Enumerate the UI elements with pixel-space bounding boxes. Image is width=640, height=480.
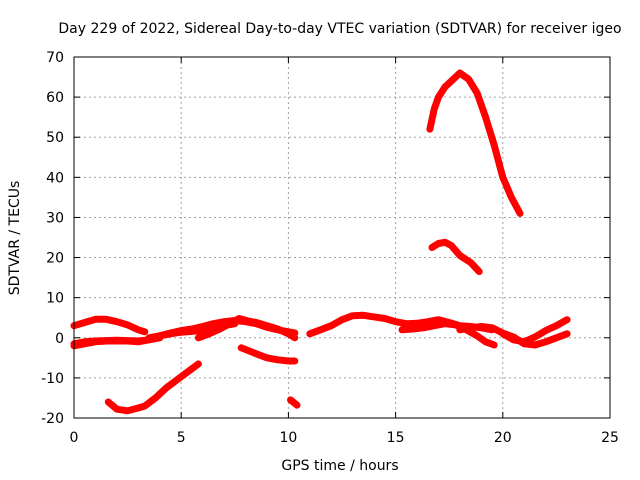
x-tick-label: 5	[177, 430, 186, 446]
x-tick-label: 25	[601, 430, 619, 446]
series-arc-14	[428, 238, 483, 276]
x-axis-label: GPS time / hours	[281, 458, 398, 474]
y-tick-label: 50	[46, 130, 64, 146]
series-arc-3	[70, 334, 164, 350]
series-arc-12	[499, 316, 571, 346]
y-axis-label: SDTVAR / TECUs	[7, 181, 23, 296]
series-arc-8	[287, 396, 301, 409]
x-tick-label: 0	[70, 430, 79, 446]
x-tick-label: 20	[494, 430, 512, 446]
y-tick-label: 10	[46, 291, 64, 307]
y-tick-label: 60	[46, 90, 64, 106]
y-tick-label: 40	[46, 170, 64, 186]
x-tick-label: 15	[387, 430, 405, 446]
y-tick-label: 30	[46, 210, 64, 226]
series-arc-7	[237, 344, 299, 365]
y-tick-label: -10	[41, 371, 64, 387]
y-tick-label: 70	[46, 50, 64, 66]
y-tick-label: -20	[41, 411, 64, 427]
series-arc-6	[104, 360, 202, 415]
plot-frame	[73, 56, 611, 419]
y-tick-label: 0	[55, 331, 64, 347]
x-tick-label: 10	[279, 430, 297, 446]
chart-title: Day 229 of 2022, Sidereal Day-to-day VTE…	[58, 21, 621, 37]
series-arc-10	[398, 320, 498, 349]
series-arc-1	[70, 315, 149, 336]
y-tick-labels: -20 -10 0 10 20 30 40 50 60 70	[41, 50, 64, 427]
series-arc-13	[426, 69, 524, 217]
y-tick-label: 20	[46, 251, 64, 267]
grid-lines	[74, 57, 610, 418]
data-series	[70, 69, 571, 415]
axis-ticks	[73, 56, 611, 419]
series-arc-5	[194, 315, 299, 342]
x-tick-labels: 0 5 10 15 20 25	[70, 430, 619, 446]
